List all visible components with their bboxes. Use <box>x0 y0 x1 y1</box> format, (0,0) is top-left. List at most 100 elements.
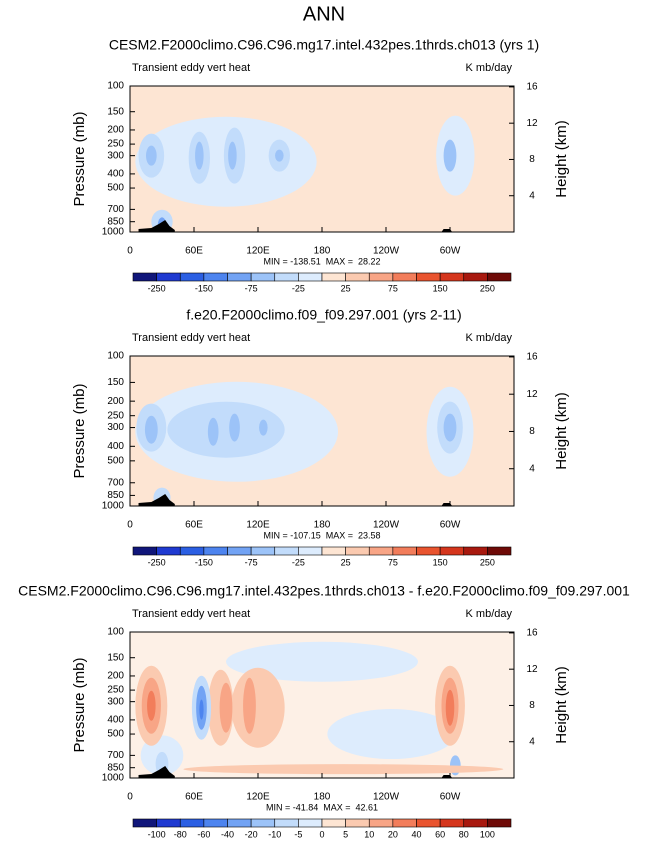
y-tick-label: 850 <box>107 490 124 501</box>
y-tick-label: 700 <box>107 204 124 215</box>
contour-field <box>130 356 514 506</box>
figure-title: ANN <box>303 3 345 25</box>
y-tick-label: 100 <box>107 351 124 362</box>
x-tick-label: 120E <box>246 792 270 803</box>
contour-region <box>195 141 204 170</box>
contour-region <box>443 139 457 172</box>
y-tick-label: 200 <box>107 125 124 136</box>
right-label: K mb/day <box>466 608 513 620</box>
y-axis-title: Pressure (mb) <box>71 383 88 478</box>
colorbar-box <box>250 546 276 556</box>
y-tick-label: 1000 <box>102 227 125 238</box>
x-tick-label: 60E <box>185 792 203 803</box>
colorbar-box <box>392 546 417 556</box>
y-tick-label: 150 <box>107 106 124 117</box>
colorbar-label: 0 <box>319 829 324 839</box>
colorbar-box <box>156 272 181 282</box>
colorbar-box <box>132 546 157 556</box>
contour-region <box>207 417 219 446</box>
colorbar-box <box>487 546 512 556</box>
contour-region <box>445 689 455 726</box>
contour-region <box>259 419 268 436</box>
y-axis-title: Pressure (mb) <box>71 111 88 206</box>
x-tick-label: 60W <box>440 520 461 531</box>
y-tick-label: 250 <box>107 410 124 421</box>
colorbar-box <box>463 546 488 556</box>
colorbar-label: -100 <box>148 829 166 839</box>
colorbar-box <box>227 272 252 282</box>
panel-title: CESM2.F2000climo.C96.C96.mg17.intel.432p… <box>18 583 630 599</box>
topography <box>138 766 453 778</box>
colorbar-label: 100 <box>480 829 495 839</box>
colorbar-box <box>250 818 276 828</box>
x-tick-label: 120E <box>246 246 270 257</box>
colorbar-label: -25 <box>292 557 305 567</box>
y2-axis-title: Height (km) <box>553 666 570 744</box>
x-tick-label: 60W <box>440 246 461 257</box>
colorbar-box <box>368 546 394 556</box>
colorbar-box <box>321 546 346 556</box>
left-label: Transient eddy vert heat <box>132 62 250 74</box>
y2-tick-label: 4 <box>529 736 535 747</box>
y-tick-label: 400 <box>107 441 124 452</box>
x-tick-label: 60E <box>185 520 203 531</box>
colorbar-box <box>487 272 512 282</box>
contour-region <box>146 145 157 166</box>
topography <box>138 494 453 506</box>
colorbar-label: 75 <box>388 283 398 293</box>
contour-region <box>219 682 233 733</box>
colorbar-box <box>321 818 346 828</box>
colorbar-box <box>156 546 181 556</box>
y-tick-label: 850 <box>107 216 124 227</box>
colorbar-box <box>203 546 228 556</box>
right-label: K mb/day <box>466 62 513 74</box>
y-tick-label: 200 <box>107 671 124 682</box>
topography <box>138 220 453 232</box>
contour-region <box>229 413 240 442</box>
x-tick-label: 180 <box>314 520 331 531</box>
contour-region <box>243 677 256 734</box>
x-tick-label: 0 <box>127 792 133 803</box>
colorbar-box <box>416 546 441 556</box>
colorbar-label: -150 <box>195 283 213 293</box>
y2-tick-label: 16 <box>526 628 538 639</box>
contour-region <box>167 401 285 458</box>
contour-region <box>231 667 285 748</box>
colorbar-label: 75 <box>388 557 398 567</box>
contour-field <box>130 632 514 778</box>
colorbar-box <box>298 546 323 556</box>
x-tick-label: 120W <box>373 520 400 531</box>
colorbar-box <box>203 818 228 828</box>
colorbar-label: 20 <box>388 829 398 839</box>
colorbar-label: -250 <box>148 283 166 293</box>
stats: MIN = -107.15 MAX = 23.58 <box>263 530 380 540</box>
colorbar-box <box>368 272 394 282</box>
colorbar-box <box>274 546 299 556</box>
y2-tick-label: 12 <box>526 664 538 675</box>
colorbar-box <box>439 818 465 828</box>
y-tick-label: 150 <box>107 377 124 388</box>
left-label: Transient eddy vert heat <box>132 608 250 620</box>
contour-region <box>147 690 156 721</box>
colorbar-label: -20 <box>245 829 258 839</box>
contour-region <box>275 149 284 162</box>
colorbar-box <box>345 272 370 282</box>
x-tick-label: 120W <box>373 246 400 257</box>
colorbar-box <box>368 818 394 828</box>
y-tick-label: 700 <box>107 750 124 761</box>
y-tick-label: 150 <box>107 652 124 663</box>
y-tick-label: 850 <box>107 762 124 773</box>
colorbar-box <box>416 272 441 282</box>
y-tick-label: 200 <box>107 396 124 407</box>
y2-tick-label: 8 <box>529 154 535 165</box>
y2-axis-title: Height (km) <box>553 120 570 198</box>
colorbar-label: 150 <box>433 557 448 567</box>
colorbar-box <box>439 272 465 282</box>
y-tick-label: 1000 <box>102 501 125 512</box>
colorbar-box <box>416 818 441 828</box>
right-label: K mb/day <box>466 332 513 344</box>
stats: MIN = -41.84 MAX = 42.61 <box>266 802 378 812</box>
colorbar-label: -5 <box>294 829 302 839</box>
y-axis-title: Pressure (mb) <box>71 657 88 752</box>
colorbar-label: 250 <box>480 557 495 567</box>
